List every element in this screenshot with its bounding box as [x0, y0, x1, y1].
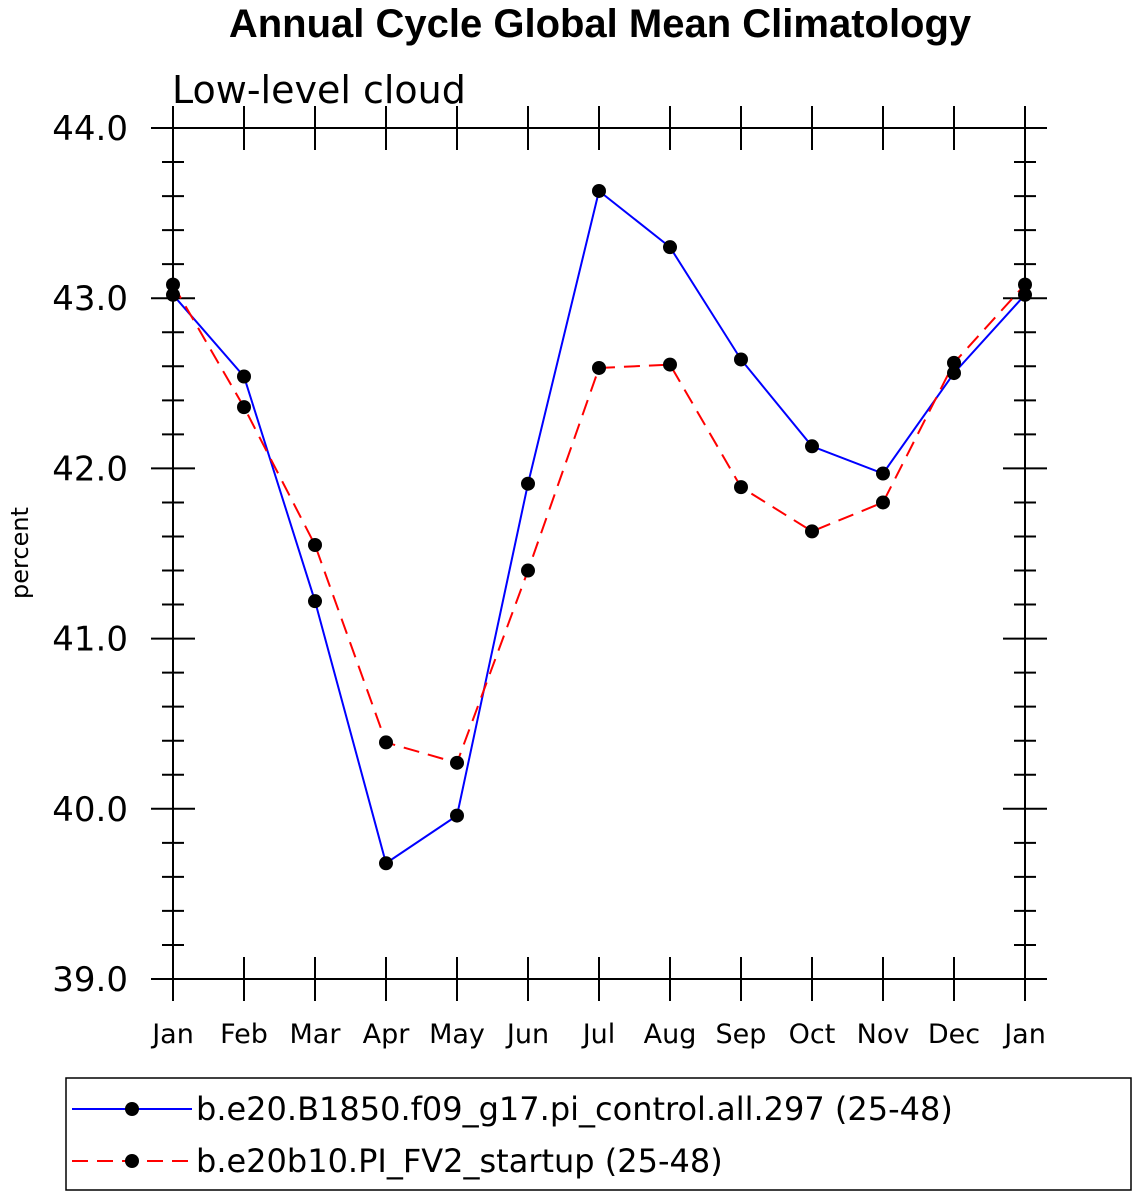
legend-entries: b.e20.B1850.f09_g17.pi_control.all.297 (… [72, 1090, 953, 1180]
chart-title: Annual Cycle Global Mean Climatology [229, 2, 972, 46]
x-tick-label: Dec [928, 1019, 980, 1050]
x-tick-label: Feb [220, 1019, 268, 1050]
data-point-series-2 [237, 400, 251, 415]
legend: b.e20.B1850.f09_g17.pi_control.all.297 (… [65, 1077, 1132, 1191]
y-tick-label: 39.0 [52, 960, 128, 1000]
data-point-series-2 [521, 563, 535, 578]
x-tick-label: May [429, 1019, 485, 1050]
data-point-series-1 [308, 594, 322, 609]
data-point-series-2 [805, 524, 819, 539]
series-line-1 [172, 189, 1026, 865]
data-point-series-1 [379, 856, 393, 871]
x-tick-label: Sep [716, 1019, 767, 1050]
data-point-series-1 [237, 369, 251, 384]
data-point-series-1 [876, 466, 890, 481]
data-point-series-2 [947, 355, 961, 370]
legend-label-1: b.e20.B1850.f09_g17.pi_control.all.297 (… [196, 1090, 953, 1128]
y-tick-labels: 39.0 40.0 41.0 42.0 43.0 44.0 [52, 109, 128, 1000]
x-tick-labels: Jan Feb Mar Apr May Jun Jul Aug Sep Oct Nov Dec Jan [150, 1019, 1046, 1050]
data-point-series-2 [379, 735, 393, 750]
data-point-series-1 [521, 476, 535, 491]
x-tick-label: Mar [290, 1019, 342, 1050]
plot-frame [172, 127, 1026, 980]
x-tick-label: Jan [150, 1019, 194, 1050]
series-line-2 [172, 283, 1026, 765]
data-point-series-2 [308, 537, 322, 552]
x-tick-label: Nov [857, 1019, 910, 1050]
data-point-series-1 [734, 352, 748, 367]
data-point-series-1 [947, 366, 961, 381]
y-tick-label: 41.0 [52, 620, 128, 660]
data-series [166, 183, 1032, 871]
legend-box [65, 1077, 1132, 1191]
data-point-series-1 [592, 183, 606, 198]
axis-ticks [151, 106, 1047, 1001]
y-axis-label: percent [6, 507, 34, 599]
y-tick-label: 44.0 [52, 109, 128, 149]
data-point-series-1 [663, 240, 677, 255]
y-tick-label: 43.0 [52, 279, 128, 319]
chart-subtitle: Low-level cloud [172, 68, 466, 112]
x-tick-label: Jan [1002, 1019, 1046, 1050]
x-tick-label: Jul [581, 1019, 616, 1050]
y-tick-label: 40.0 [52, 790, 128, 830]
data-point-series-2 [734, 480, 748, 495]
data-point-series-2 [450, 755, 464, 770]
x-tick-label: Jun [505, 1019, 549, 1050]
x-tick-label: Apr [363, 1019, 411, 1050]
x-tick-label: Oct [789, 1019, 836, 1050]
data-point-series-2 [876, 495, 890, 510]
legend-marker-2 [125, 1154, 139, 1168]
data-point-series-1 [805, 439, 819, 454]
data-point-series-2 [592, 360, 606, 375]
legend-label-2: b.e20b10.PI_FV2_startup (25-48) [196, 1142, 723, 1180]
y-tick-label: 42.0 [52, 449, 128, 489]
data-point-series-2 [663, 357, 677, 372]
legend-marker-1 [125, 1102, 139, 1116]
data-point-series-1 [450, 808, 464, 823]
x-tick-label: Aug [644, 1019, 697, 1050]
